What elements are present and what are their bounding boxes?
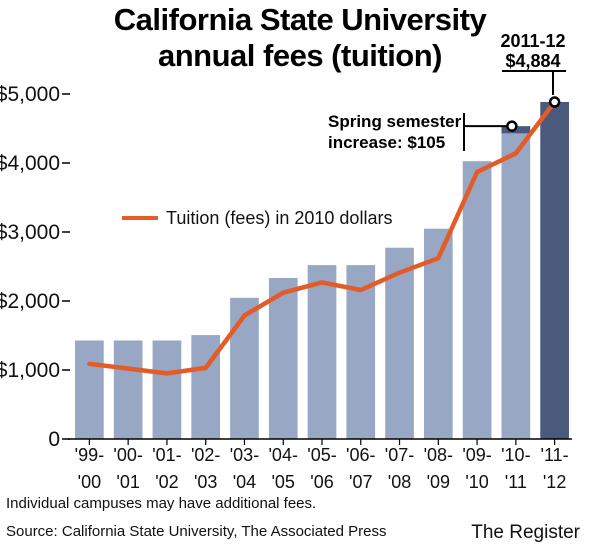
y-tick-label: $5,000 xyxy=(0,83,60,106)
spring-annotation-marker xyxy=(506,120,518,132)
legend: Tuition (fees) in 2010 dollars xyxy=(122,208,392,228)
bars xyxy=(75,102,569,440)
x-tick-label: '02 xyxy=(155,472,178,492)
trend-line xyxy=(87,99,557,376)
credit: The Register xyxy=(471,522,580,543)
x-tick-label: '01 xyxy=(116,472,139,492)
x-tick-label: '06- xyxy=(346,445,375,465)
spring-annotation-line-2: increase: $105 xyxy=(328,133,445,152)
bar xyxy=(230,297,259,439)
x-tick-label: '11 xyxy=(505,472,527,492)
x-tick-label: '05 xyxy=(271,472,294,492)
x-tick-label: '04 xyxy=(233,472,256,492)
x-tick-label: '03- xyxy=(230,445,259,465)
y-tick-label: $3,000 xyxy=(0,221,60,244)
x-tick-label: '04- xyxy=(269,445,298,465)
bar xyxy=(152,340,182,439)
y-axis: 0 $1,000 $2,000 $3,000 $4,000 $5,000 xyxy=(0,83,70,451)
x-tick-label: '08 xyxy=(388,472,411,492)
x-tick-label: '12 xyxy=(543,472,566,492)
x-tick-label: '09- xyxy=(462,445,491,465)
x-tick-label: '10 xyxy=(465,472,488,492)
x-tick-label: '03 xyxy=(194,472,217,492)
x-axis: '99- '00 '00- '01 '01- '02 '02- '03 '03- '04 '04- '… xyxy=(75,439,569,492)
source-note: Source: California State University, The… xyxy=(6,523,386,540)
bar xyxy=(75,340,104,439)
x-tick-label: '08- xyxy=(424,445,453,465)
callout-marker xyxy=(548,96,561,108)
legend-label: Tuition (fees) in 2010 dollars xyxy=(166,208,392,228)
bar xyxy=(268,277,298,439)
bar xyxy=(540,102,569,439)
y-tick-label: $4,000 xyxy=(0,152,60,175)
bar xyxy=(113,340,143,439)
x-tick-label: '10- xyxy=(501,445,530,465)
x-tick-label: '00- xyxy=(113,445,142,465)
x-tick-label: '05- xyxy=(307,445,336,465)
bar xyxy=(346,265,376,439)
bar xyxy=(501,133,531,440)
callout-2011-12: 2011-12 $4,884 xyxy=(500,31,566,108)
x-tick-label: '99- xyxy=(75,445,104,465)
x-tick-label: '09 xyxy=(427,472,450,492)
x-tick-label: '07 xyxy=(349,472,372,492)
footnote: Individual campuses may have additional … xyxy=(6,495,316,512)
callout-value: $4,884 xyxy=(505,51,560,71)
bar xyxy=(307,265,337,439)
bar xyxy=(462,161,492,439)
x-tick-label: '11- xyxy=(541,445,569,465)
y-tick-label: 0 xyxy=(48,428,60,451)
bar xyxy=(385,247,414,439)
chart-title-line-2: annual fees (tuition) xyxy=(158,38,442,73)
x-tick-label: '07- xyxy=(385,445,414,465)
x-tick-label: '01- xyxy=(152,445,181,465)
callout-year: 2011-12 xyxy=(500,31,565,51)
spring-annotation: Spring semester increase: $105 xyxy=(328,112,518,152)
y-tick-label: $1,000 xyxy=(0,359,60,382)
x-tick-label: '00 xyxy=(78,472,101,492)
y-tick-label: $2,000 xyxy=(0,290,60,313)
x-tick-label: '06 xyxy=(310,472,333,492)
x-tick-label: '02- xyxy=(191,445,220,465)
chart-title-line-1: California State University xyxy=(114,2,488,37)
spring-annotation-line-1: Spring semester xyxy=(328,112,462,131)
